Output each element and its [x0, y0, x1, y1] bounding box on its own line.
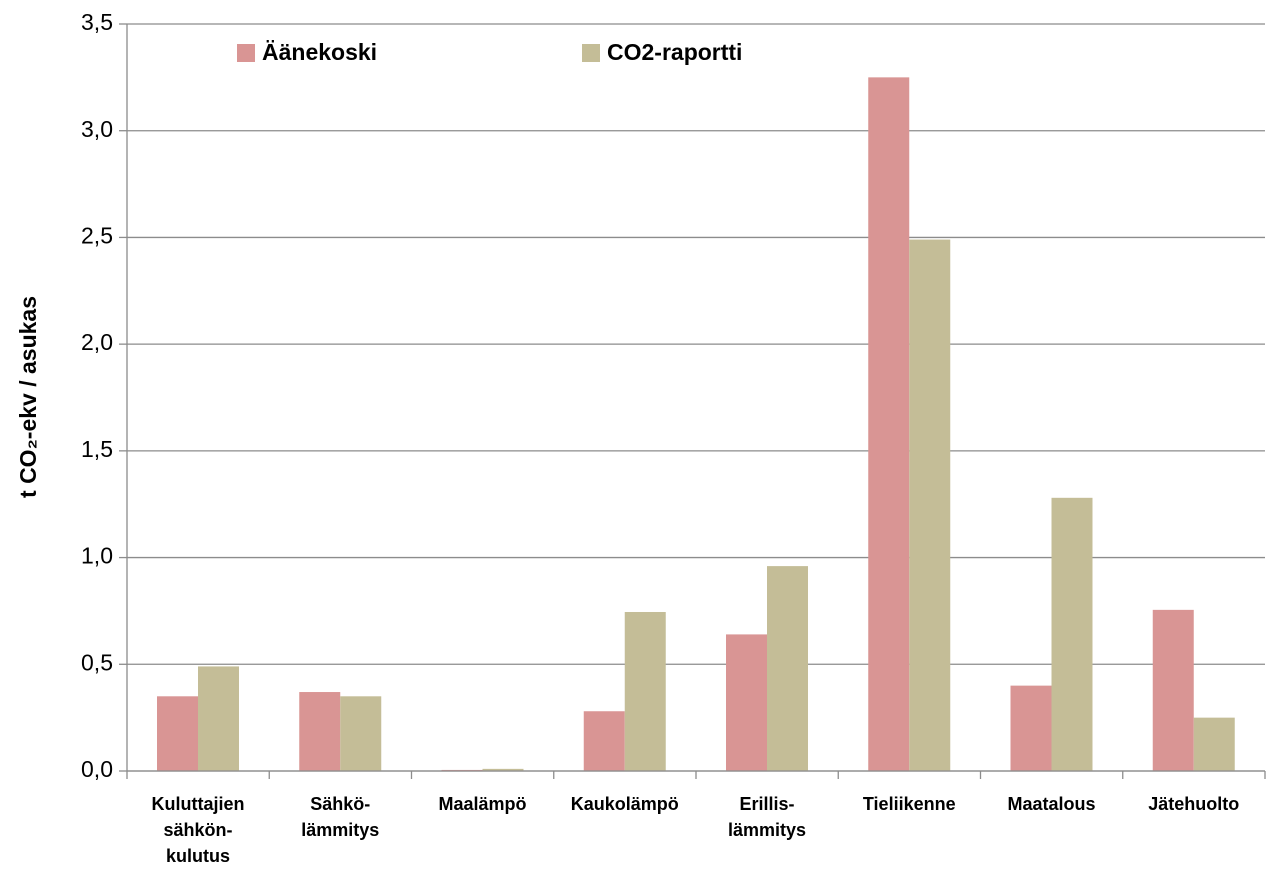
bar	[583, 711, 625, 771]
bar	[482, 768, 524, 771]
bar	[726, 634, 767, 771]
bar	[340, 696, 382, 771]
bar	[157, 696, 198, 771]
x-tick-label: Tieliikenne	[862, 794, 956, 814]
bar	[1152, 609, 1194, 771]
legend-swatch	[582, 44, 600, 62]
bar	[767, 566, 808, 771]
y-tick-label: 2,0	[81, 329, 113, 355]
bar	[1010, 685, 1052, 771]
y-tick-label: 3,0	[81, 116, 113, 142]
legend-swatch	[237, 44, 255, 62]
x-tick-label: Maalämpö	[438, 794, 527, 814]
bar	[1051, 497, 1093, 771]
x-tick-label: Maatalous	[1007, 794, 1096, 814]
y-tick-label: 1,5	[81, 436, 113, 462]
bar	[1193, 717, 1235, 771]
bar	[198, 666, 239, 771]
y-tick-label: 2,5	[81, 223, 113, 249]
x-tick-label: Erillis- lämmitys	[727, 794, 807, 840]
y-tick-label: 3,5	[81, 9, 113, 35]
legend-label: CO2-raportti	[607, 39, 742, 65]
x-tick-label: Jätehuolto	[1148, 794, 1240, 814]
y-tick-label: 1,0	[81, 543, 113, 569]
bar	[624, 611, 666, 771]
y-tick-label: 0,5	[81, 649, 113, 675]
bar	[299, 692, 341, 771]
y-tick-label: 0,0	[81, 756, 113, 782]
x-tick-label: Sähkö- lämmitys	[301, 794, 380, 840]
legend-label: Äänekoski	[262, 39, 377, 65]
bar	[909, 239, 951, 771]
bar	[868, 77, 910, 772]
x-tick-label: Kaukolämpö	[570, 794, 679, 814]
x-tick-label: Kuluttajien sähkön- kulutus	[151, 794, 245, 866]
y-axis-title: t CO₂-ekv / asukas	[15, 296, 41, 498]
